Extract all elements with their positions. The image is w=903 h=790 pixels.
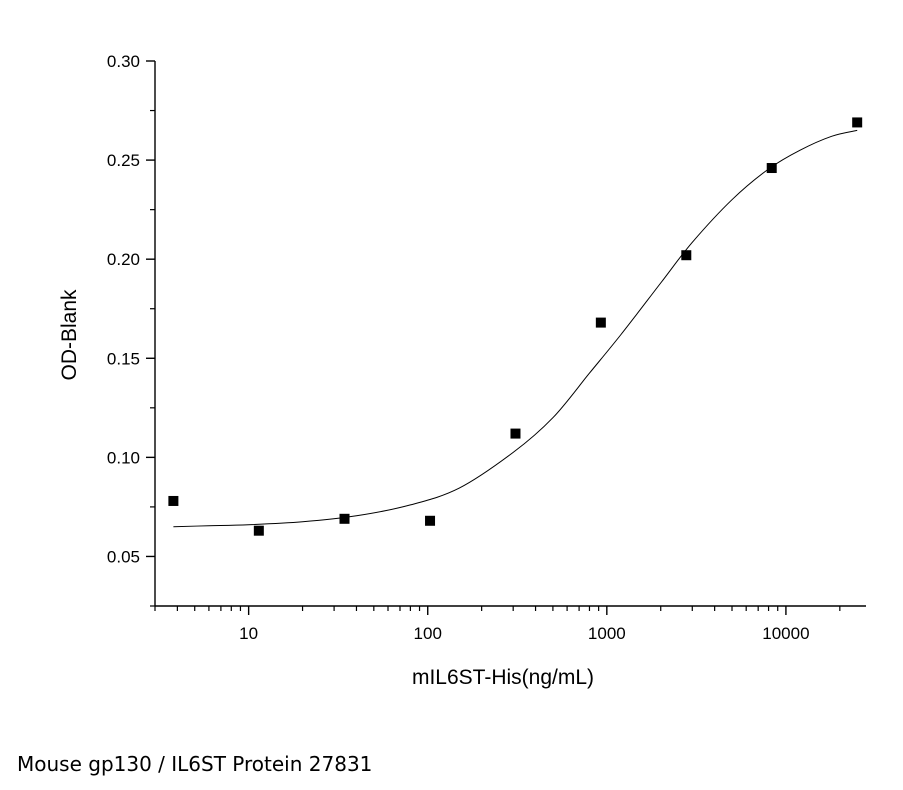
- y-axis-ticks: 0.05 0.10 0.15 0.20 0.25 0.30: [107, 52, 155, 607]
- x-tick-label: 10000: [762, 624, 809, 643]
- plot-area: 0.05 0.10 0.15 0.20 0.25 0.30 10 100 1000 10000: [107, 52, 866, 643]
- data-point: [510, 428, 521, 439]
- data-point: [425, 515, 436, 526]
- data-point: [766, 163, 777, 174]
- data-point: [681, 250, 692, 261]
- y-tick-label: 0.10: [107, 448, 140, 467]
- x-axis-title: mIL6ST-His(ng/mL): [412, 666, 594, 689]
- data-point: [339, 513, 350, 524]
- y-tick-label: 0.20: [107, 250, 140, 269]
- data-point: [168, 495, 179, 506]
- data-point: [253, 525, 264, 536]
- y-tick-label: 0.25: [107, 151, 140, 170]
- data-points: [168, 117, 863, 536]
- y-tick-label: 0.05: [107, 547, 140, 566]
- y-tick-label: 0.15: [107, 349, 140, 368]
- data-point: [852, 117, 863, 128]
- data-point: [595, 317, 606, 328]
- y-tick-label: 0.30: [107, 52, 140, 71]
- x-tick-label: 100: [414, 624, 442, 643]
- figure-caption: Mouse gp130 / IL6ST Protein 27831: [17, 752, 373, 776]
- y-axis-title: OD-Blank: [58, 289, 81, 381]
- fit-curve: [173, 129, 858, 528]
- x-tick-label: 1000: [588, 624, 626, 643]
- x-tick-label: 10: [239, 624, 258, 643]
- x-axis-ticks: 10 100 1000 10000: [154, 606, 841, 643]
- chart: 0.050.100.150.200.250.30 10 100 1000 10000 …: [58, 52, 866, 689]
